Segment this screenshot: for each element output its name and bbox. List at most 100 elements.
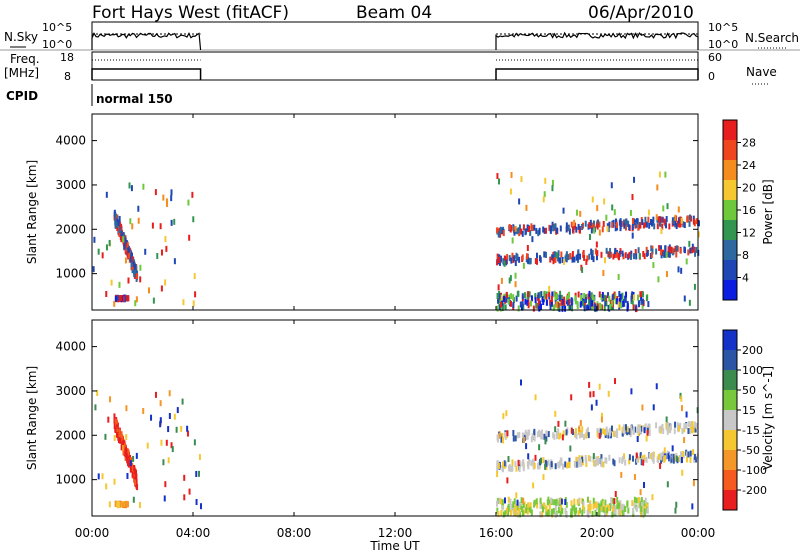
echo-point [600,500,603,507]
echo-point [516,228,519,235]
echo-point [125,434,128,441]
echo-point [586,509,589,516]
echo-point [656,223,659,230]
echo-point [585,258,588,265]
echo-point [643,427,646,434]
echo-point [573,256,576,263]
echo-point [675,223,678,230]
echo-point [165,439,168,446]
echo-point [121,441,124,448]
echo-point [124,296,127,303]
echo-point [694,426,697,433]
echo-point [124,257,127,264]
nave-tick-low: 0 [708,70,715,83]
echo-point [681,405,684,412]
echo-point [126,241,129,248]
echo-point [652,457,655,464]
echo-point [152,297,155,304]
echo-point [535,302,538,309]
velocity-data [94,378,699,519]
echo-point [641,404,644,411]
echo-point [567,292,570,299]
power-y-axis: 4000 3000 2000 1000 [55,134,698,281]
echo-point [499,231,502,238]
echo-point [611,497,614,504]
echo-point [518,460,521,467]
echo-point [675,455,678,462]
echo-point [502,230,505,237]
echo-point [588,507,591,514]
echo-point [597,457,600,464]
echo-point [665,422,668,429]
echo-point [668,251,671,258]
echo-point [523,437,526,444]
echo-point [173,413,176,420]
echo-point [551,291,554,298]
echo-point [114,222,117,229]
echo-point [133,464,136,471]
echo-point [512,435,515,442]
echo-point [500,509,503,516]
echo-point [119,294,122,301]
echo-point [589,219,592,226]
echo-point [526,253,529,260]
echo-point [591,222,594,229]
echo-point [533,462,536,469]
echo-point [627,427,630,434]
echo-point [594,248,597,255]
echo-point [116,294,119,301]
echo-point [126,457,129,464]
echo-point [642,425,645,432]
echo-point [496,507,499,514]
echo-point [127,459,130,466]
echo-point [567,254,570,261]
echo-point [632,253,635,260]
echo-point [596,431,599,438]
echo-point [688,220,691,227]
echo-point [557,255,560,262]
echo-point [592,503,595,510]
echo-point [575,254,578,261]
x-axis-title: Time UT [369,539,420,553]
echo-point [160,285,163,292]
echo-point [599,506,602,513]
echo-point [556,433,559,440]
echo-point [603,198,606,205]
echo-point [512,294,515,301]
echo-point [163,495,166,502]
echo-point [118,281,121,288]
echo-point [547,459,550,466]
echo-point [159,421,162,428]
echo-point [611,511,614,518]
echo-point [589,304,592,311]
echo-point [139,276,142,283]
echo-point [661,216,664,223]
echo-point [678,217,681,224]
echo-point [553,251,556,258]
echo-point [554,295,557,302]
echo-point [498,304,501,311]
echo-point [598,229,601,236]
echo-point [519,301,522,308]
echo-point [542,196,545,203]
echo-point [577,256,580,263]
echo-point [593,460,596,467]
echo-point [641,291,644,298]
echo-point [548,499,551,506]
echo-point [123,243,126,250]
echo-point [599,428,602,435]
echo-point [502,461,505,468]
echo-point [191,191,194,198]
echo-point [626,500,629,507]
echo-point [173,218,176,225]
echo-point [571,256,574,263]
echo-point [537,298,540,305]
echo-point [595,254,598,261]
colorbar-tick-label: -15 [742,424,760,437]
echo-point [167,426,170,433]
echo-point [596,205,599,212]
echo-point [610,502,613,509]
echo-point [568,298,571,305]
echo-point [576,457,579,464]
